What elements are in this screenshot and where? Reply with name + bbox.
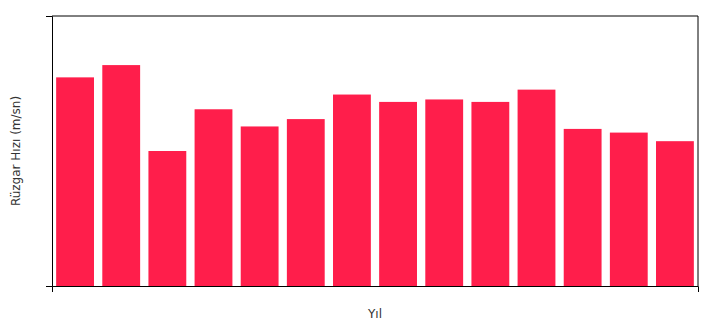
bar	[379, 102, 417, 286]
frame-top	[52, 16, 698, 17]
bar	[195, 109, 233, 286]
x-axis-line	[53, 287, 699, 293]
bar	[564, 129, 602, 286]
y-axis	[46, 17, 53, 287]
bar	[471, 102, 509, 286]
bar	[148, 151, 186, 286]
y-axis-line	[46, 17, 53, 287]
bar	[656, 141, 694, 286]
chart-svg: Yıl Rüzgar Hızı (m/sn)	[0, 0, 714, 330]
bar	[102, 65, 140, 286]
bars	[56, 65, 694, 286]
x-axis-title: Yıl	[367, 307, 382, 321]
frame-right	[698, 16, 699, 286]
bar	[425, 99, 463, 286]
plot-area	[46, 16, 699, 292]
bar	[610, 133, 648, 286]
bar	[56, 77, 94, 286]
bar	[287, 119, 325, 286]
bar	[241, 126, 279, 286]
x-axis	[53, 287, 699, 293]
chart-container: Yıl Rüzgar Hızı (m/sn)	[0, 0, 714, 330]
bar	[518, 90, 556, 286]
bar	[333, 95, 371, 286]
y-axis-title: Rüzgar Hızı (m/sn)	[9, 96, 23, 206]
